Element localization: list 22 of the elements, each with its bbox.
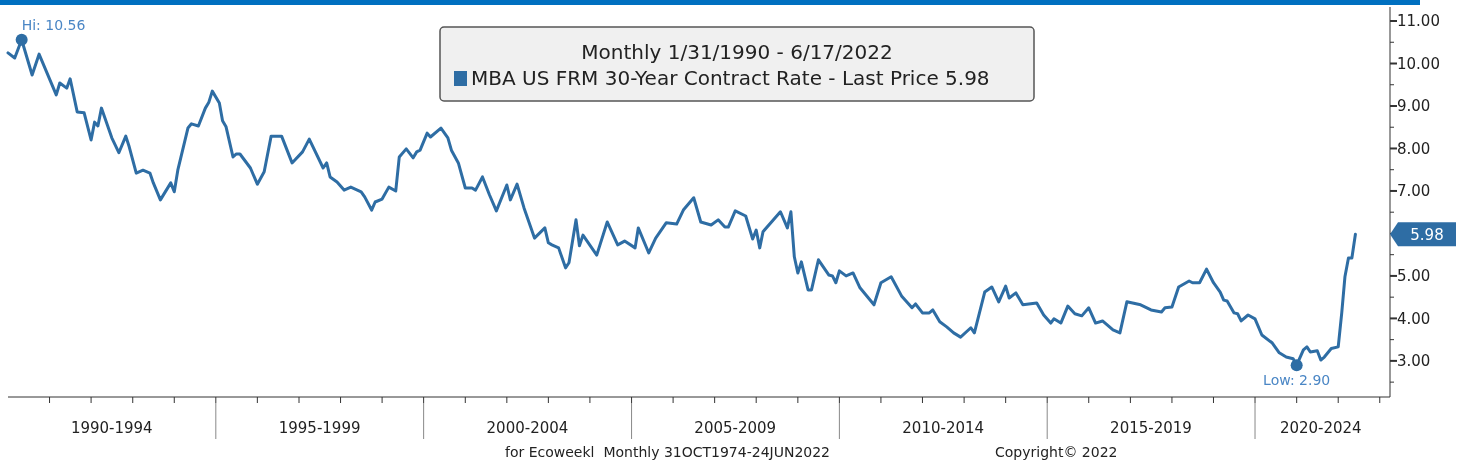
y-tick-label: 11.00	[1397, 12, 1440, 31]
y-tick-label: 7.00	[1397, 182, 1431, 201]
x-tick-label: 2005-2009	[694, 419, 777, 437]
x-tick-label: 1995-1999	[278, 419, 361, 437]
y-tick-label: 3.00	[1397, 352, 1431, 371]
annotation: Hi: 10.56	[21, 16, 86, 33]
y-tick-label: 9.00	[1397, 97, 1431, 116]
x-tick-label: 2000-2004	[486, 419, 569, 437]
legend-label: MBA US FRM 30-Year Contract Rate - Last Price 5.98	[471, 66, 990, 90]
text: Monthly 1/31/1990 - 6/17/2022	[581, 40, 893, 64]
y-tick-label: 8.00	[1397, 139, 1431, 158]
x-tick-label: 2010-2014	[902, 419, 985, 437]
y-tick-label: 10.00	[1397, 54, 1440, 73]
x-tick-label: 2020-2024	[1279, 419, 1362, 437]
text: 5.98	[1410, 225, 1444, 244]
text: for Ecoweekl Monthly 31OCT1974-24JUN2022	[505, 444, 831, 460]
y-tick-label: 4.00	[1397, 309, 1431, 328]
x-tick-label: 1990-1994	[70, 419, 153, 437]
x-tick-label: 2015-2019	[1110, 419, 1192, 437]
y-tick-label: 5.00	[1397, 267, 1431, 286]
annotation: Low: 2.90	[1263, 372, 1331, 389]
text: Copyright© 2022	[995, 444, 1118, 460]
